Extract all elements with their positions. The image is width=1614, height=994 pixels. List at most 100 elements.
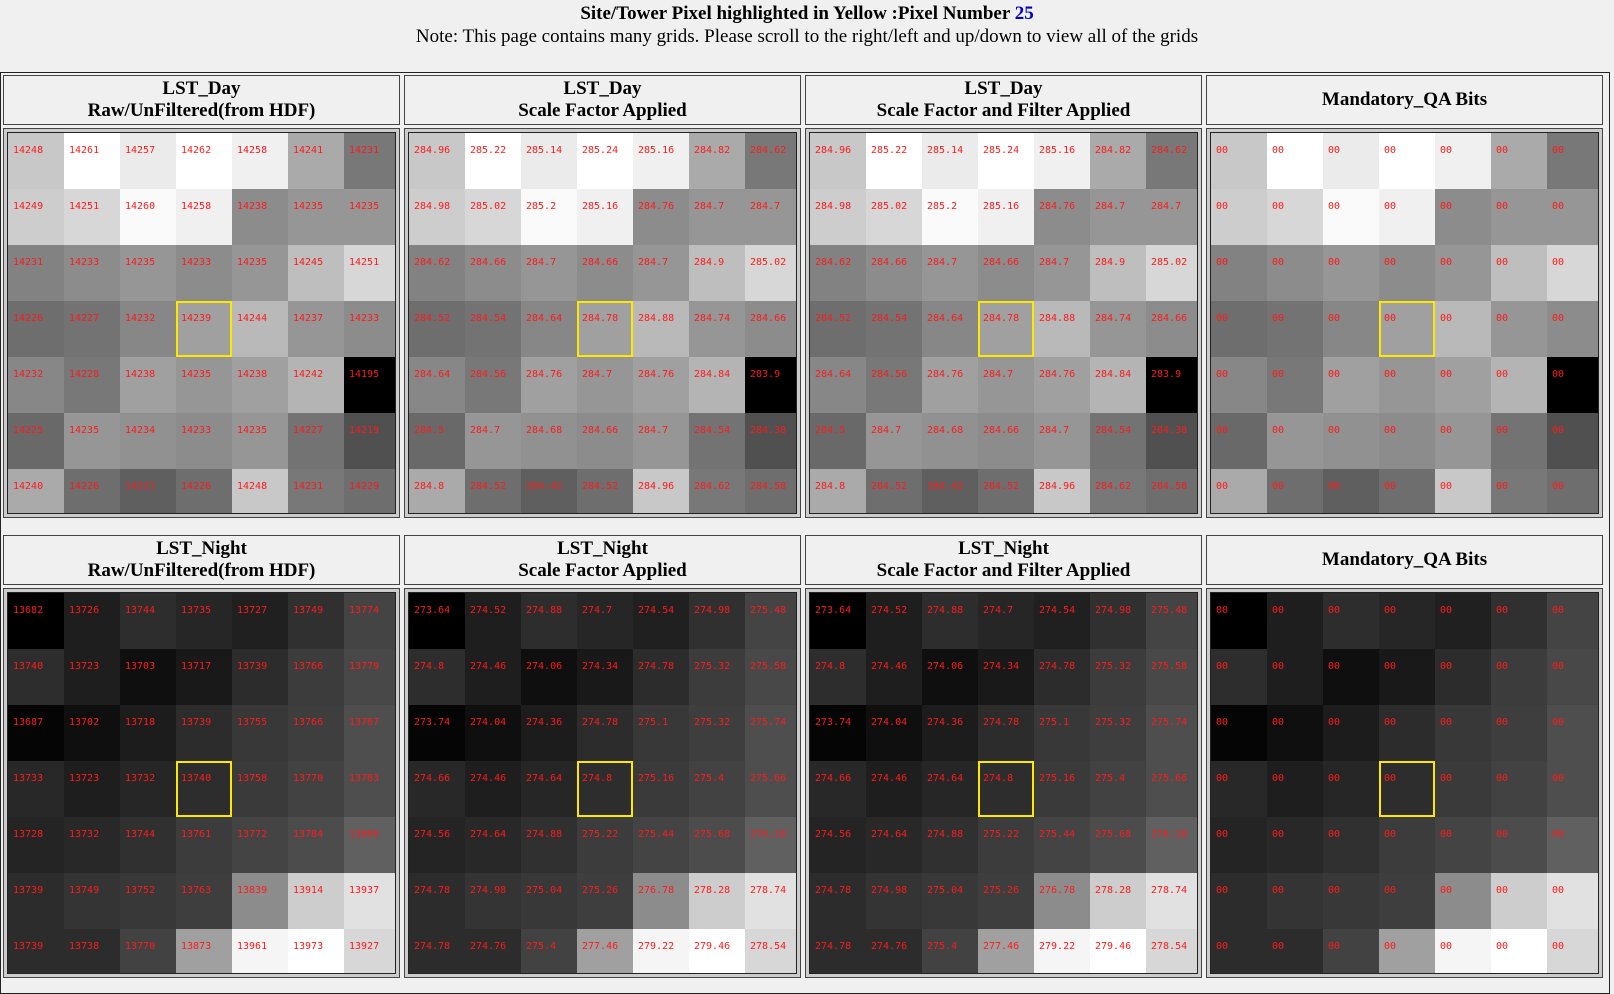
pixel-cell: 274.78 [409, 929, 465, 973]
pixel-cell: 14245 [288, 245, 344, 301]
pixel-cell: 274.04 [465, 705, 521, 761]
pixel-cell: 275.74 [1146, 705, 1197, 761]
pixel-cell: 284.74 [1090, 301, 1146, 357]
pixel-cell: 274.64 [521, 761, 577, 817]
pixel-cell: 00 [1491, 929, 1547, 973]
pixel-cell: 274.8 [810, 649, 866, 705]
pixel-cell: 283.9 [745, 357, 796, 413]
pixel-cell: 00 [1211, 357, 1267, 413]
pixel-cell: 00 [1547, 357, 1598, 413]
pixel-cell: 14231 [344, 133, 395, 189]
pixel-cell: 284.52 [866, 469, 922, 513]
site-pixel-cell: 274.8 [577, 761, 633, 817]
pixel-cell: 14225 [8, 413, 64, 469]
pixel-cell: 13770 [120, 929, 176, 973]
pixel-cell: 13927 [344, 929, 395, 973]
pixel-cell: 13779 [344, 649, 395, 705]
pixel-cell: 00 [1379, 817, 1435, 873]
pixel-cell: 13839 [232, 873, 288, 929]
pixel-cell: 13732 [64, 817, 120, 873]
pixel-cell: 14235 [120, 245, 176, 301]
pixel-cell: 13755 [232, 705, 288, 761]
pixel-cell: 13744 [120, 817, 176, 873]
pixel-cell: 274.54 [1034, 593, 1090, 649]
pixel-cell: 284.82 [1090, 133, 1146, 189]
panel-title-line1: Mandatory_QA Bits [1321, 549, 1488, 570]
pixel-cell: 284.56 [866, 357, 922, 413]
pixel-cell: 00 [1491, 593, 1547, 649]
pixel-cell: 284.8 [409, 469, 465, 513]
pixel-cell: 14233 [176, 245, 232, 301]
pixel-cell: 284.58 [745, 469, 796, 513]
pixel-cell: 13766 [288, 649, 344, 705]
pixel-cell: 00 [1379, 649, 1435, 705]
pixel-cell: 00 [1323, 593, 1379, 649]
pixel-cell: 284.98 [810, 189, 866, 245]
pixel-cell: 275.1 [1034, 705, 1090, 761]
pixel-cell: 284.9 [689, 245, 745, 301]
pixel-cell: 14235 [64, 413, 120, 469]
site-pixel-cell: 00 [1379, 301, 1435, 357]
pixel-cell: 285.2 [922, 189, 978, 245]
panel-title: LST_Day Raw/UnFiltered(from HDF) [3, 75, 400, 125]
pixel-cell: 277.46 [577, 929, 633, 973]
pixel-cell: 284.98 [409, 189, 465, 245]
pixel-cell: 279.22 [633, 929, 689, 973]
pixel-grid-frame: 284.96 285.22 285.14 285.24 285.16 284.82 284.… [805, 128, 1202, 518]
panel-title: LST_Day Scale Factor Applied [404, 75, 801, 125]
pixel-cell: 284.7 [1034, 413, 1090, 469]
pixel-cell: 00 [1211, 413, 1267, 469]
pixel-cell: 13749 [288, 593, 344, 649]
site-pixel-cell: 00 [1379, 761, 1435, 817]
pixel-cell: 00 [1267, 873, 1323, 929]
pixel-cell: 00 [1323, 301, 1379, 357]
pixel-cell: 00 [1323, 817, 1379, 873]
pixel-grid-frame: 284.96 285.22 285.14 285.24 285.16 284.82 284.… [404, 128, 801, 518]
pixel-cell: 14262 [176, 133, 232, 189]
pixel-cell: 00 [1211, 593, 1267, 649]
pixel-cell: 275.66 [745, 761, 796, 817]
pixel-cell: 284.38 [745, 413, 796, 469]
pixel-cell: 00 [1323, 469, 1379, 513]
panel-title-line1: LST_Day [162, 78, 241, 99]
pixel-cell: 284.66 [745, 301, 796, 357]
pixel-cell: 284.66 [1146, 301, 1197, 357]
pixel-cell: 00 [1323, 133, 1379, 189]
pixel-cell: 00 [1379, 469, 1435, 513]
pixel-cell: 00 [1267, 189, 1323, 245]
pixel-cell: 275.04 [521, 873, 577, 929]
site-pixel-cell: 284.78 [577, 301, 633, 357]
pixel-cell: 284.88 [1034, 301, 1090, 357]
pixel-cell: 00 [1379, 873, 1435, 929]
pixel-cell: 275.26 [978, 873, 1034, 929]
pixel-cell: 275.4 [922, 929, 978, 973]
pixel-cell: 13682 [8, 593, 64, 649]
pixel-cell: 274.78 [810, 873, 866, 929]
pixel-cell: 278.54 [745, 929, 796, 973]
pixel-cell: 274.06 [521, 649, 577, 705]
pixel-cell: 274.98 [866, 873, 922, 929]
site-pixel-cell: 274.8 [978, 761, 1034, 817]
pixel-cell: 00 [1379, 245, 1435, 301]
pixel-cell: 13774 [344, 593, 395, 649]
pixel-cell: 13687 [8, 705, 64, 761]
pixel-cell: 14231 [288, 469, 344, 513]
pixel-cell: 284.7 [745, 189, 796, 245]
pixel-cell: 00 [1435, 593, 1491, 649]
pixel-cell: 285.14 [521, 133, 577, 189]
pixel-cell: 275.16 [1034, 761, 1090, 817]
pixel-cell: 284.64 [409, 357, 465, 413]
pixel-cell: 274.7 [978, 593, 1034, 649]
pixel-cell: 00 [1267, 705, 1323, 761]
pixel-cell: 284.82 [689, 133, 745, 189]
pixel-cell: 00 [1211, 761, 1267, 817]
pixel-cell: 284.38 [1146, 413, 1197, 469]
pixel-cell: 274.56 [810, 817, 866, 873]
pixel-cell: 00 [1547, 649, 1598, 705]
pixel-cell: 13717 [176, 649, 232, 705]
pixel-cell: 279.22 [1034, 929, 1090, 973]
pixel-cell: 274.78 [1034, 649, 1090, 705]
pixel-cell: 00 [1267, 593, 1323, 649]
grids-table[interactable]: LST_Day Raw/UnFiltered(from HDF) 14248 14… [0, 72, 1610, 994]
pixel-cell: 14257 [120, 133, 176, 189]
